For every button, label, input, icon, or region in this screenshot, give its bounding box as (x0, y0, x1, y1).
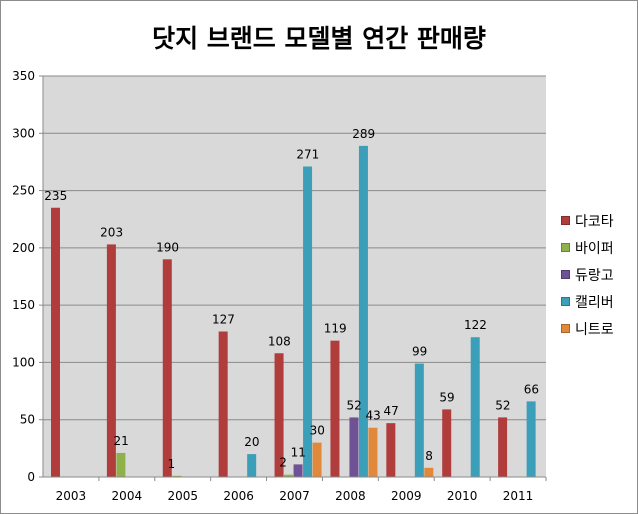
x-tick-label: 2011 (503, 489, 534, 503)
data-label-2009-니트로: 8 (425, 449, 433, 463)
bar-2011-다코타 (498, 417, 508, 477)
y-tick-label: 350 (12, 69, 35, 83)
bar-2008-니트로 (368, 427, 378, 477)
y-tick-label: 300 (12, 126, 35, 140)
x-tick-label: 2010 (447, 489, 478, 503)
data-label-2011-캘리버: 66 (524, 382, 539, 396)
legend-swatch (561, 243, 570, 252)
legend-swatch (561, 270, 570, 279)
y-tick-label: 150 (12, 298, 35, 312)
legend-item-듀랑고: 듀랑고 (561, 261, 614, 288)
bar-2007-캘리버 (303, 166, 313, 478)
bar-2009-니트로 (424, 467, 434, 477)
y-tick-label: 100 (12, 355, 35, 369)
y-tick-label: 0 (27, 470, 35, 484)
bar-2004-다코타 (106, 244, 116, 477)
legend-label: 캘리버 (575, 294, 614, 311)
bar-2008-듀랑고 (349, 417, 359, 477)
x-tick-label: 2009 (391, 489, 422, 503)
legend-item-캘리버: 캘리버 (561, 288, 614, 315)
y-tick-label: 250 (12, 184, 35, 198)
data-label-2007-캘리버: 271 (296, 148, 319, 162)
y-tick-label: 50 (20, 413, 35, 427)
data-label-2007-다코타: 108 (268, 334, 291, 348)
y-tick-label: 200 (12, 241, 35, 255)
data-label-2005-다코타: 190 (156, 240, 179, 254)
bar-2007-다코타 (274, 353, 284, 477)
data-label-2005-바이퍼: 1 (167, 457, 175, 471)
legend-swatch (561, 297, 570, 306)
bar-2009-캘리버 (414, 363, 424, 477)
bar-2006-다코타 (218, 331, 228, 477)
data-label-2007-듀랑고: 11 (291, 445, 306, 459)
data-label-2008-다코타: 119 (324, 322, 347, 336)
data-label-2008-듀랑고: 52 (347, 398, 362, 412)
x-tick-label: 2004 (112, 489, 143, 503)
bar-2007-니트로 (312, 442, 322, 477)
x-tick-label: 2006 (223, 489, 254, 503)
bar-2008-캘리버 (358, 145, 368, 478)
data-label-2006-다코타: 127 (212, 312, 235, 326)
legend-label: 니트로 (575, 321, 614, 338)
bar-2005-다코타 (162, 259, 172, 477)
data-label-2010-캘리버: 122 (464, 318, 487, 332)
chart-title: 닷지 브랜드 모델별 연간 판매량 (152, 24, 486, 53)
legend-label: 다코타 (575, 213, 614, 230)
x-tick-label: 2005 (167, 489, 198, 503)
bar-2010-캘리버 (470, 337, 480, 477)
bar-2003-다코타 (51, 207, 60, 477)
bar-2005-바이퍼 (172, 475, 182, 477)
x-tick-label: 2008 (335, 489, 366, 503)
bar-2011-캘리버 (526, 401, 536, 477)
data-label-2006-캘리버: 20 (244, 435, 259, 449)
data-label-2008-니트로: 43 (366, 409, 381, 423)
data-label-2010-다코타: 59 (439, 390, 454, 404)
x-tick-label: 2007 (279, 489, 310, 503)
bar-2009-다코타 (386, 423, 396, 477)
data-label-2003-다코타: 235 (44, 189, 67, 203)
x-tick-label: 2003 (56, 489, 87, 503)
legend-item-바이퍼: 바이퍼 (561, 234, 614, 261)
data-label-2008-캘리버: 289 (352, 127, 375, 141)
legend-swatch (561, 324, 570, 333)
legend-label: 바이퍼 (575, 240, 614, 257)
data-label-2007-니트로: 30 (310, 424, 325, 438)
bar-2007-바이퍼 (284, 474, 294, 477)
legend-swatch (561, 216, 570, 225)
data-label-2007-바이퍼: 2 (279, 456, 287, 470)
bar-2006-캘리버 (247, 454, 257, 477)
bar-2010-다코타 (442, 409, 452, 477)
bar-2008-다코타 (330, 340, 340, 477)
legend-item-니트로: 니트로 (561, 315, 614, 342)
data-label-2011-다코타: 52 (495, 398, 510, 412)
bar-2007-듀랑고 (293, 464, 303, 477)
legend-label: 듀랑고 (575, 267, 614, 284)
data-label-2004-다코타: 203 (100, 225, 123, 239)
legend-item-다코타: 다코타 (561, 207, 614, 234)
data-label-2009-다코타: 47 (383, 404, 398, 418)
data-label-2004-바이퍼: 21 (113, 434, 128, 448)
bar-2004-바이퍼 (116, 452, 126, 477)
data-label-2009-캘리버: 99 (412, 345, 427, 359)
plot-area (43, 76, 546, 477)
